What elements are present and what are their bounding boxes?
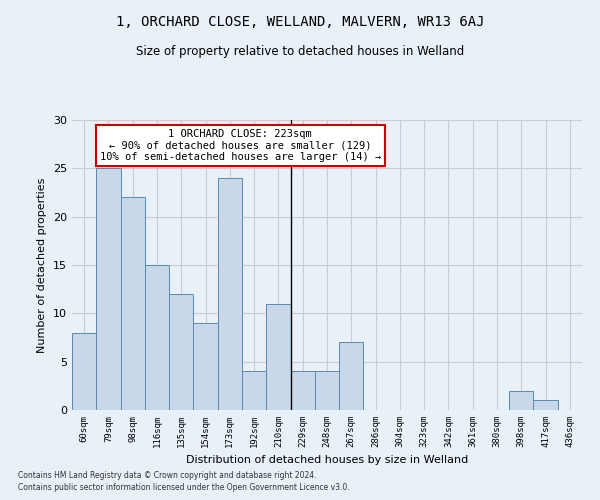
Bar xyxy=(509,390,533,410)
Bar xyxy=(315,372,339,410)
Bar xyxy=(266,304,290,410)
Bar xyxy=(533,400,558,410)
Bar xyxy=(193,323,218,410)
Text: 1, ORCHARD CLOSE, WELLAND, MALVERN, WR13 6AJ: 1, ORCHARD CLOSE, WELLAND, MALVERN, WR13… xyxy=(116,15,484,29)
Y-axis label: Number of detached properties: Number of detached properties xyxy=(37,178,47,352)
Text: Contains public sector information licensed under the Open Government Licence v3: Contains public sector information licen… xyxy=(18,483,350,492)
Bar xyxy=(96,168,121,410)
Bar xyxy=(218,178,242,410)
Text: 1 ORCHARD CLOSE: 223sqm
← 90% of detached houses are smaller (129)
10% of semi-d: 1 ORCHARD CLOSE: 223sqm ← 90% of detache… xyxy=(100,128,381,162)
Text: Size of property relative to detached houses in Welland: Size of property relative to detached ho… xyxy=(136,45,464,58)
Bar xyxy=(145,265,169,410)
Bar xyxy=(169,294,193,410)
Bar xyxy=(339,342,364,410)
Bar xyxy=(242,372,266,410)
Bar xyxy=(290,372,315,410)
Bar xyxy=(72,332,96,410)
Text: Contains HM Land Registry data © Crown copyright and database right 2024.: Contains HM Land Registry data © Crown c… xyxy=(18,470,317,480)
Bar xyxy=(121,198,145,410)
X-axis label: Distribution of detached houses by size in Welland: Distribution of detached houses by size … xyxy=(186,456,468,466)
